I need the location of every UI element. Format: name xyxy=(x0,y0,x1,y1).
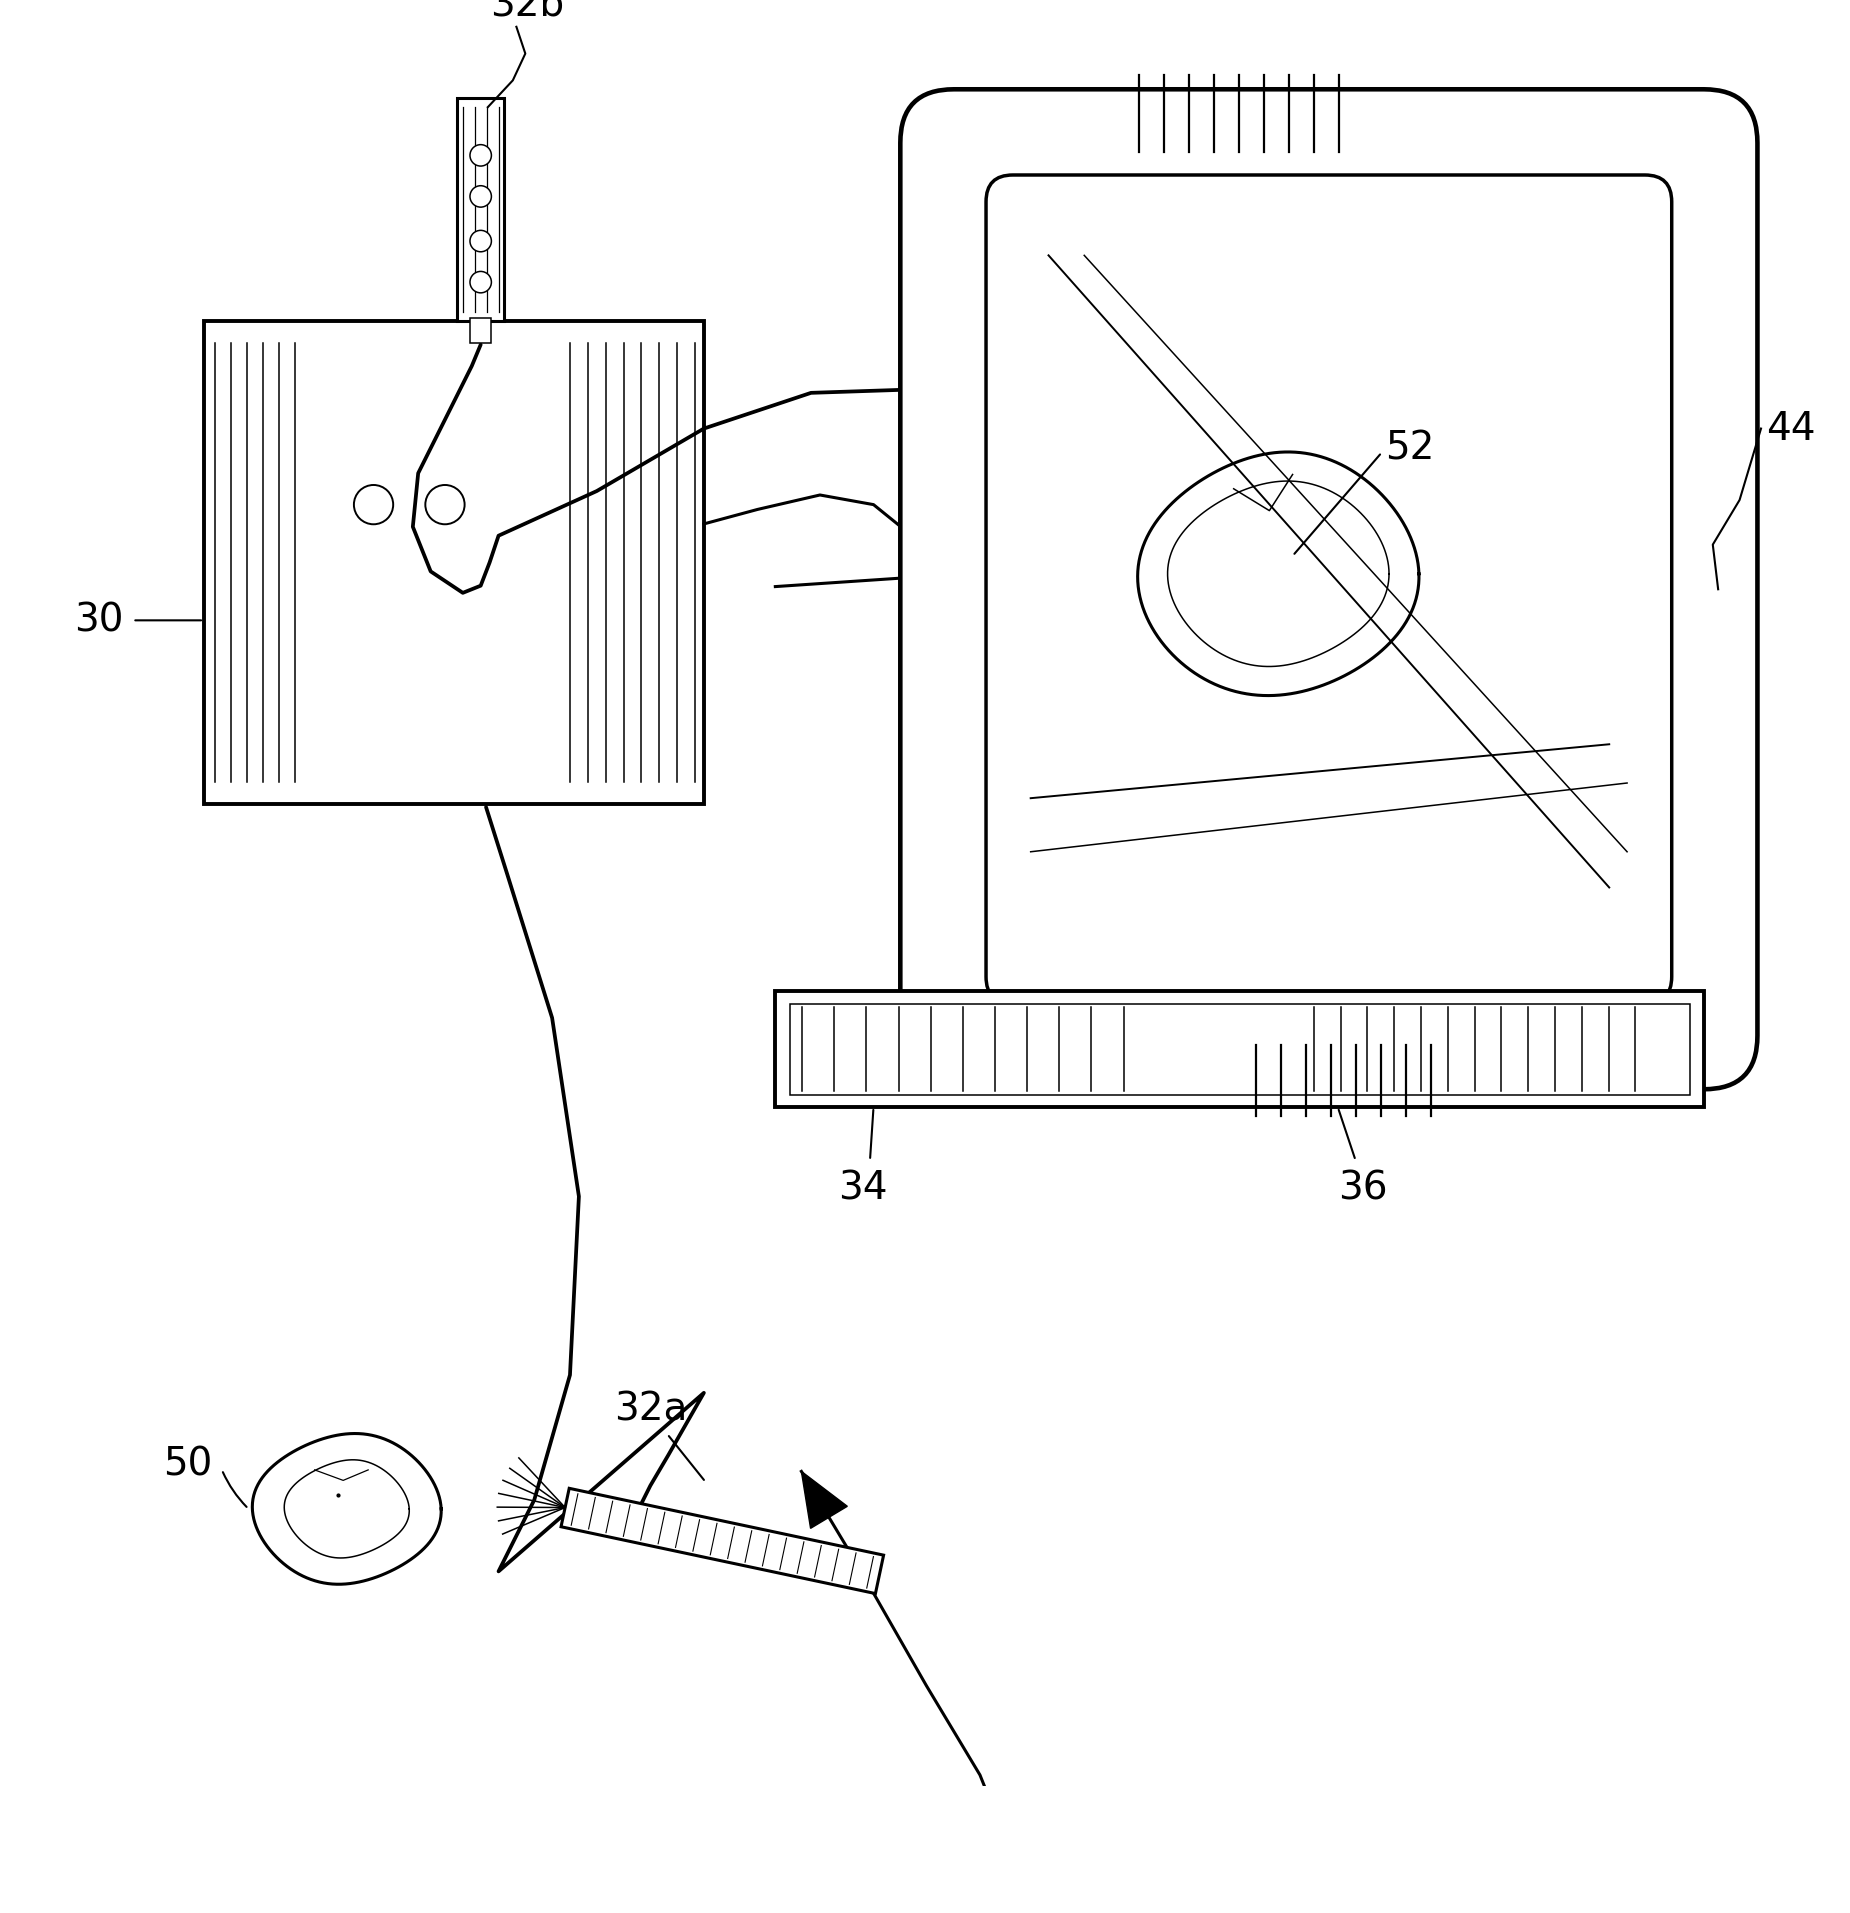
Circle shape xyxy=(353,486,394,524)
Text: 30: 30 xyxy=(74,601,124,639)
FancyBboxPatch shape xyxy=(204,321,703,803)
Text: 44: 44 xyxy=(1767,409,1817,448)
FancyBboxPatch shape xyxy=(775,991,1704,1108)
Circle shape xyxy=(426,486,464,524)
Text: 32a: 32a xyxy=(614,1391,688,1429)
FancyBboxPatch shape xyxy=(470,318,492,342)
Text: 50: 50 xyxy=(163,1444,213,1483)
Text: 52: 52 xyxy=(1386,430,1436,469)
Circle shape xyxy=(470,272,492,293)
Text: 32b: 32b xyxy=(490,0,564,23)
Circle shape xyxy=(470,230,492,253)
Text: 36: 36 xyxy=(1338,1169,1388,1207)
Circle shape xyxy=(470,186,492,207)
FancyBboxPatch shape xyxy=(986,174,1672,1004)
FancyBboxPatch shape xyxy=(457,98,503,321)
FancyBboxPatch shape xyxy=(901,90,1758,1088)
Polygon shape xyxy=(801,1471,847,1528)
Polygon shape xyxy=(561,1488,884,1594)
Circle shape xyxy=(470,145,492,166)
Text: 34: 34 xyxy=(838,1169,888,1207)
